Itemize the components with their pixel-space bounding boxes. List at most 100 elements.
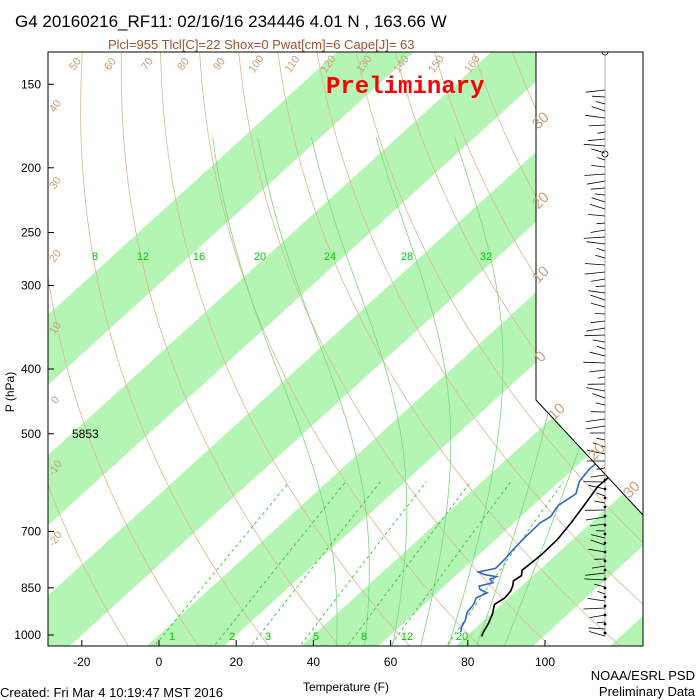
dry-adiabat	[316, 52, 643, 605]
wind-barb	[588, 627, 606, 630]
org-name: NOAA/ESRL PSD	[591, 668, 695, 683]
wind-barb	[597, 157, 606, 161]
isotherm-band	[146, 195, 643, 646]
wind-barb	[588, 484, 606, 490]
x-tick-label: 100	[535, 655, 555, 669]
mixing-ratio-label: 24	[324, 251, 336, 263]
wind-marker	[601, 52, 609, 56]
preliminary-watermark: Preliminary	[326, 74, 484, 101]
wind-barb	[589, 351, 606, 357]
wind-barb	[597, 345, 606, 350]
wind-barb	[583, 143, 606, 147]
dry-adiabat	[433, 52, 643, 419]
data-status: Preliminary Data	[599, 684, 696, 699]
wind-barb	[586, 387, 606, 392]
wind-barb	[592, 393, 606, 399]
wind-barb	[591, 148, 606, 154]
x-tick-label: 60	[384, 655, 398, 669]
wind-barb	[595, 101, 606, 105]
y-axis-label: P (hPa)	[3, 372, 17, 412]
wind-barb	[588, 548, 606, 553]
isotherm-band	[48, 52, 415, 385]
wind-barb	[596, 621, 606, 624]
mixing-ratio-label: 5	[313, 631, 319, 643]
wind-marker	[603, 622, 607, 626]
wind-barb	[590, 187, 606, 190]
wind-barb	[585, 263, 606, 266]
theta-label: 0	[49, 394, 62, 406]
moist-adiabat	[311, 137, 408, 646]
wind-barb	[590, 229, 606, 233]
wind-barb	[588, 124, 606, 127]
dry-adiabat	[80, 52, 270, 646]
theta-label: 70	[139, 56, 156, 73]
wind-barb	[585, 425, 606, 430]
wind-barb	[596, 247, 606, 252]
pressure-axis: 1001502002503004005007008501000	[14, 77, 54, 642]
wind-marker	[603, 559, 607, 563]
wind-barb	[584, 173, 606, 176]
y-tick-label: 400	[21, 362, 41, 376]
wind-barb	[591, 278, 606, 282]
wind-marker	[603, 631, 607, 635]
mixing-ratio-line	[389, 481, 512, 646]
y-tick-label: 300	[21, 278, 41, 292]
wind-marker	[603, 478, 607, 482]
wind-marker	[603, 532, 607, 536]
wind-barb	[597, 376, 606, 379]
dry-adiabat	[238, 52, 551, 646]
wind-barb	[585, 89, 606, 93]
wind-barb	[589, 523, 606, 527]
mixing-ratio-label: 32	[480, 251, 492, 263]
wind-marker	[603, 613, 607, 617]
y-tick-label: 500	[21, 427, 41, 441]
wind-barb	[596, 467, 606, 470]
wind-barb	[586, 241, 606, 245]
theta-label: 60	[102, 56, 119, 73]
wind-barb	[585, 572, 606, 576]
wind-barb	[597, 591, 606, 595]
mixing-ratio-label: 1	[169, 631, 175, 643]
wind-barb	[590, 539, 606, 546]
dry-adiabat	[673, 0, 700, 649]
wind-barb	[588, 290, 606, 294]
wind-barb	[596, 222, 606, 225]
wind-barb	[596, 492, 606, 497]
moist-adiabat	[257, 137, 370, 646]
wind-barb	[595, 285, 606, 287]
mixing-ratio-label: 16	[193, 251, 205, 263]
wind-barb	[583, 607, 606, 610]
wind-marker	[603, 541, 607, 545]
wind-profile-panel	[535, 52, 643, 637]
wind-barb	[596, 437, 606, 441]
wind-barb	[590, 294, 606, 301]
wind-barb	[584, 334, 606, 337]
wind-barb	[594, 500, 606, 504]
theta-label: 150	[426, 53, 446, 75]
x-tick-label: 40	[307, 655, 321, 669]
wind-marker	[603, 577, 607, 581]
wind-marker	[603, 505, 607, 509]
wind-marker	[603, 604, 607, 608]
y-tick-label: 150	[21, 77, 41, 91]
wind-barb	[591, 197, 606, 203]
theta-label: -20	[46, 529, 65, 549]
moist-adiabat	[448, 137, 504, 646]
wind-barb	[585, 516, 606, 521]
moist-adiabat	[212, 137, 338, 646]
mixing-ratio-label: 2	[229, 631, 235, 643]
mixing-ratio-label: 8	[92, 251, 98, 263]
wind-marker	[603, 523, 607, 527]
mixing-ratio-label: 20	[456, 631, 468, 643]
wind-marker	[603, 487, 607, 491]
theta-label: 80	[175, 56, 192, 73]
dry-adiabat	[48, 273, 200, 646]
theta-label: 50	[67, 56, 84, 73]
mixing-ratio-line	[299, 481, 427, 646]
wind-barb	[594, 193, 606, 196]
wind-barb	[595, 254, 606, 259]
wind-barb	[586, 327, 606, 332]
mixing-ratio-label: 12	[137, 251, 149, 263]
y-tick-label: 1000	[14, 628, 41, 642]
